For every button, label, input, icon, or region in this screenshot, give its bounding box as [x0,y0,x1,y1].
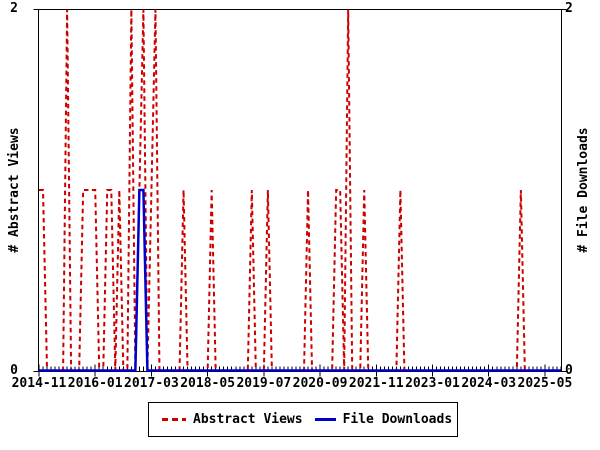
legend-sample-abstract-views-dashed-line [162,418,186,421]
x-tick-label: 2019-07 [236,376,292,391]
legend-label-abstract-views: Abstract Views [193,412,303,427]
y-tick-right-min: 0 [565,363,573,378]
legend-label-file-downloads: File Downloads [342,412,453,427]
legend: Abstract Views File Downloads [148,402,458,437]
y-tick-left-max: 2 [10,1,18,16]
legend-sample-file-downloads-solid-line [314,418,336,421]
x-tick-label: 2016-01 [67,376,123,391]
y-axis-title-right: # File Downloads [576,127,591,253]
x-tick-label: 2017-03 [124,376,179,391]
x-tick-label: 2023-01 [405,376,460,391]
x-tick-label: 2018-05 [180,376,236,391]
y-tick-left-min: 0 [10,363,18,378]
y-tick-right-max: 2 [565,1,573,16]
x-tick-label: 2025-05 [517,376,573,391]
file-downloads-line [39,188,561,372]
x-tick-label: 2021-11 [348,376,404,391]
abstract-views-line [39,9,561,372]
x-tick-label: 2014-11 [11,376,67,391]
axis-frame [38,9,562,372]
y-axis-title-left: # Abstract Views [7,127,22,253]
x-tick-label: 2024-03 [461,376,517,391]
x-tick-label: 2020-09 [292,376,348,391]
